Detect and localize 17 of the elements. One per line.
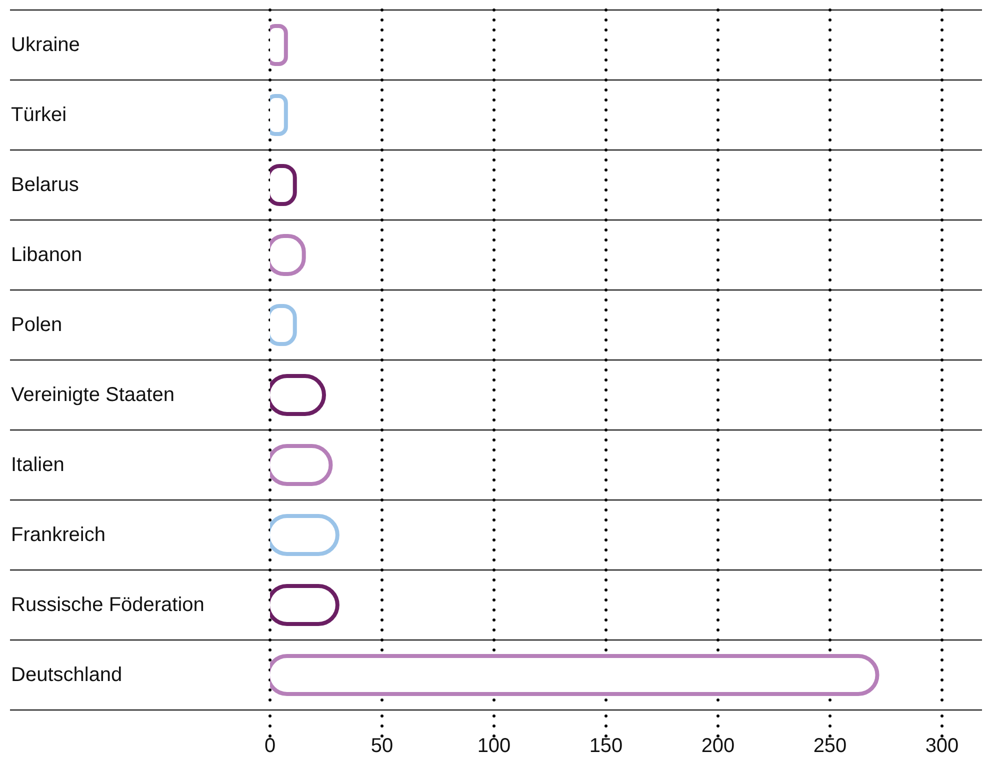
y-tick-label: Ukraine	[11, 34, 80, 56]
x-tick-label: 200	[701, 735, 735, 758]
x-tick-label: 100	[477, 735, 511, 758]
y-tick-label: Deutschland	[11, 664, 122, 686]
x-tick-label: 250	[813, 735, 847, 758]
x-tick-label: 300	[925, 735, 959, 758]
x-tick-label: 150	[589, 735, 623, 758]
y-tick-label: Russische Föderation	[11, 594, 204, 616]
y-tick-label: Türkei	[11, 104, 67, 126]
y-tick-label: Libanon	[11, 244, 82, 266]
x-tick-label: 0	[264, 735, 276, 758]
y-tick-label: Belarus	[11, 174, 79, 196]
y-tick-label: Polen	[11, 314, 62, 336]
y-tick-label: Frankreich	[11, 524, 106, 546]
y-tick-label: Italien	[11, 454, 64, 476]
y-tick-label: Vereinigte Staaten	[11, 384, 174, 406]
x-tick-label: 50	[370, 735, 394, 758]
